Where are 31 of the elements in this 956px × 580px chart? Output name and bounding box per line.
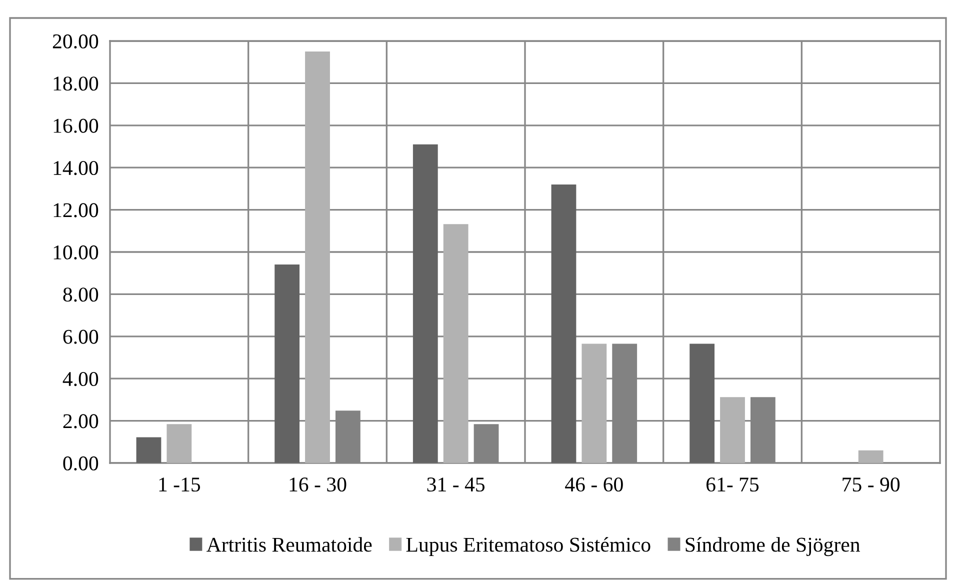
y-tick-label: 6.00 — [63, 330, 98, 344]
x-tick-label: 46 - 60 — [565, 477, 623, 492]
y-tick-label: 8.00 — [63, 288, 98, 302]
bar — [305, 52, 330, 463]
x-tick-label: 1 -15 — [159, 478, 200, 492]
y-tick-label: 2.00 — [63, 414, 98, 428]
y-tick-label: 20.00 — [52, 34, 98, 49]
bar — [412, 144, 438, 463]
y-tick-label: 12.00 — [54, 203, 98, 218]
bar — [551, 184, 576, 463]
bar — [166, 424, 192, 463]
x-tick-label: 61- 75 — [706, 478, 759, 492]
bar — [274, 264, 300, 463]
bar — [690, 344, 715, 463]
bar — [582, 344, 607, 463]
y-tick-label: 18.00 — [54, 76, 98, 91]
x-tick-label: 75 - 90 — [842, 477, 900, 492]
y-tick-label: 14.00 — [54, 160, 98, 176]
y-tick-label: 4.00 — [62, 372, 98, 386]
legend-label: Síndrome de Sjögren — [686, 537, 860, 556]
legend-label: Lupus Eritematoso Sistémico — [406, 537, 650, 556]
legend-label: Artritis Reumatoide — [206, 537, 372, 552]
y-tick-label: 16.00 — [54, 118, 98, 133]
y-tick-label: 10.00 — [54, 245, 98, 260]
bar — [443, 224, 468, 463]
bar — [136, 437, 162, 463]
x-tick-label: 16 - 30 — [290, 477, 346, 492]
bar — [858, 450, 884, 463]
x-tick-label: 31 - 45 — [427, 478, 485, 492]
bar — [720, 397, 745, 463]
y-tick-label: 0.00 — [63, 456, 98, 471]
